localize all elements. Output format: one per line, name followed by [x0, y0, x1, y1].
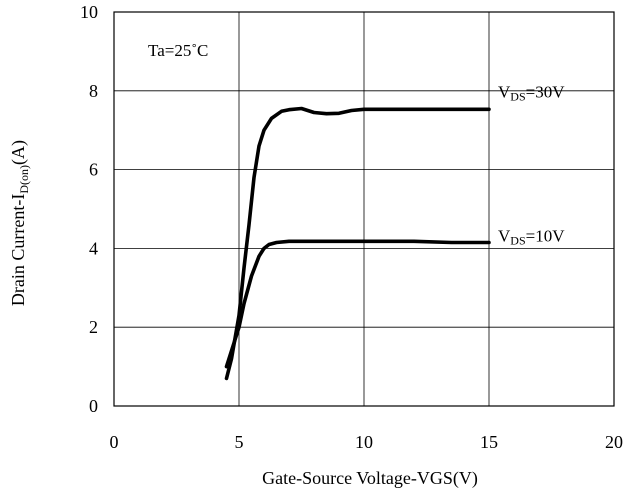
series-label-vds-10v: VDS=10V [498, 226, 565, 247]
series-layer [224, 106, 491, 381]
y-axis-label-tail: (A) [8, 140, 29, 165]
series-label-vds-30v-sub: DS [510, 89, 525, 103]
series-label-vds-30v-main: V [498, 82, 511, 101]
series-label-vds-30v: VDS=30V [498, 82, 565, 103]
series-line-0 [224, 106, 491, 381]
temperature-annotation: Ta=25˚C [148, 41, 208, 60]
y-tick-label: 8 [89, 81, 98, 101]
x-tick-label: 10 [355, 432, 373, 452]
y-axis-label-sub: D(on) [17, 165, 31, 194]
grid [114, 12, 614, 406]
y-tick-label: 10 [80, 2, 98, 22]
series-label-vds-10v-main: V [498, 226, 511, 245]
y-tick-label: 6 [89, 160, 98, 180]
x-axis-label: Gate-Source Voltage-VGS(V) [262, 468, 478, 489]
series-label-vds-10v-sub: DS [510, 233, 525, 247]
y-axis-label: Drain Current-ID(on)(A) [8, 140, 31, 306]
x-tick-label: 0 [110, 432, 119, 452]
x-tick-label: 15 [480, 432, 498, 452]
x-tick-label: 20 [605, 432, 623, 452]
y-tick-label: 0 [89, 396, 98, 416]
series-label-vds-30v-tail: =30V [526, 82, 566, 101]
y-tick-label: 4 [89, 238, 98, 258]
tick-labels: 0 5 10 15 20 0 2 4 6 8 10 [80, 2, 623, 452]
plot-frame [113, 11, 615, 407]
x-tick-label: 5 [235, 432, 244, 452]
series-label-vds-10v-tail: =10V [526, 226, 566, 245]
y-tick-label: 2 [89, 317, 98, 337]
y-axis-label-main: Drain Current-I [8, 194, 28, 306]
series-line-1 [224, 239, 491, 369]
